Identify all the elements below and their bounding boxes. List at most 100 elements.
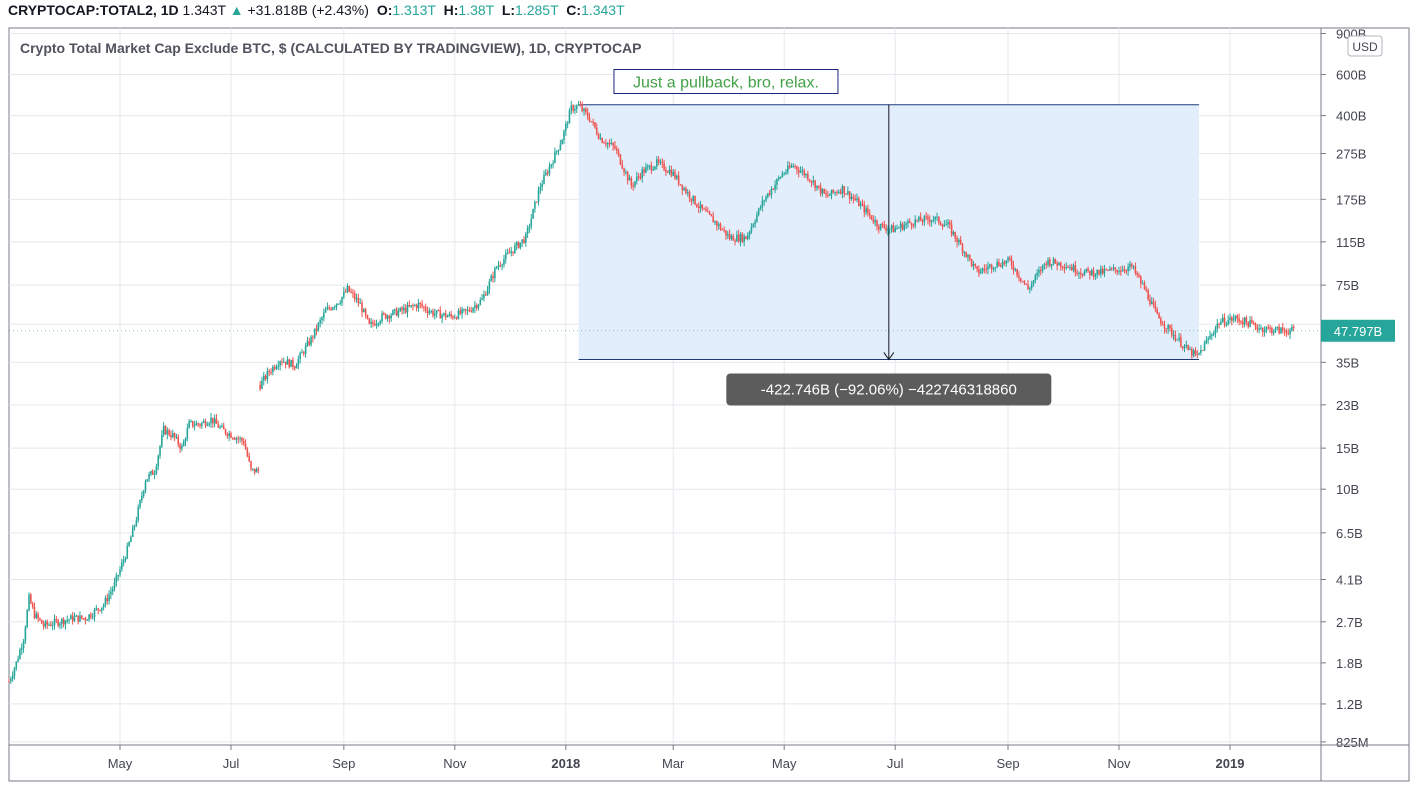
candle-body [99,609,101,611]
candle-body [232,437,234,439]
candle-body [850,196,853,199]
candle-body [1211,334,1213,336]
candle-body [248,456,250,462]
candle-body [353,293,356,300]
last-price-box [1321,319,1395,342]
candle-body [1100,268,1102,275]
candle-body [843,186,846,194]
candle-body [1185,345,1188,347]
candle-body [84,618,87,621]
candle-body [1083,271,1086,276]
candle-body [361,302,363,313]
candle-body [619,154,622,165]
candle-body [73,616,76,621]
candle-body [62,618,65,625]
candle-body [8,681,10,683]
candle-body [375,323,378,326]
candle-body [1156,309,1159,314]
symbol-label[interactable]: CRYPTOCAP:TOTAL2, 1D [8,2,179,18]
candle-body [594,122,596,128]
candle-body [124,558,127,561]
candle-body [710,214,713,217]
candle-body [832,189,835,193]
candle-body [750,226,753,232]
candle-body [1023,281,1026,284]
candle-body [401,307,403,311]
candle-body [1123,269,1126,271]
candle-body [825,193,827,195]
candle-body [777,177,780,180]
candle-body [148,474,150,480]
candle-body [1076,272,1078,274]
annotation-callout[interactable]: Just a pullback, bro, relax. [613,69,839,95]
candle-body [370,322,372,324]
candle-body [555,150,558,152]
candle-body [1081,274,1084,276]
candle-body [1136,272,1139,275]
candle-body [39,618,41,620]
candle-body [945,224,947,226]
currency-button[interactable]: USD [1347,35,1383,57]
candle-body [301,352,303,354]
candle-body [1198,352,1200,355]
candle-body [297,358,300,366]
candle-body [761,200,764,208]
candle-body [737,234,740,242]
candle-body [539,187,542,191]
candle-body [848,191,851,199]
candle-body [446,315,449,318]
candle-body [1201,349,1204,351]
candle-body [1050,264,1053,266]
last-value: 1.343T [182,2,226,18]
candle-body [346,286,349,292]
candle-body [1289,330,1291,335]
candle-body [1041,264,1044,272]
candle-body [1118,271,1120,273]
candle-body [978,269,980,274]
candle-body [1180,337,1182,347]
candle-body [1160,318,1162,324]
candle-body [430,310,432,312]
candle-body [1150,301,1153,305]
candle-body [1205,340,1208,344]
candle-body [590,121,593,123]
candle-body [732,235,735,241]
candle-body [439,310,442,319]
candle-body [1258,328,1260,330]
candle-body [454,317,456,319]
candle-body [50,624,52,626]
candle-body [1094,274,1097,277]
candle-body [1039,270,1042,272]
candle-body [488,281,491,290]
candle-body [639,176,642,179]
candle-body [1172,335,1175,337]
candle-body [1116,269,1118,273]
candle-body [637,176,640,178]
candle-body [934,217,937,220]
candle-body [344,291,347,293]
candle-body [741,234,744,242]
measure-range[interactable] [578,104,1200,361]
annotation-text: Just a pullback, bro, relax. [633,75,819,92]
candle-body [965,252,967,257]
candle-body [1189,349,1191,351]
candle-body [938,216,940,224]
candle-body [159,446,161,456]
candle-body [588,117,591,122]
candle-body [1101,268,1104,274]
candle-body [1045,263,1048,265]
candle-body [1174,335,1177,341]
candle-body [315,328,318,331]
legend-bar: CRYPTOCAP:TOTAL2, 1D 1.343T ▲ +31.818B (… [8,2,625,18]
candle-body [57,620,59,626]
candle-body [317,323,320,331]
time-axis[interactable]: May Jul Sep Nov 2018 Mar May Jul Sep Nov 2019 [108,745,1245,771]
x-tick-label: Mar [662,756,685,771]
candle-body [816,185,818,189]
price-axis[interactable]: 900B600B400B275B175B115B75B51B35B23B15B1… [1321,26,1369,750]
candle-body [484,294,487,296]
candle-body [1052,258,1055,265]
candle-body [1080,272,1082,275]
